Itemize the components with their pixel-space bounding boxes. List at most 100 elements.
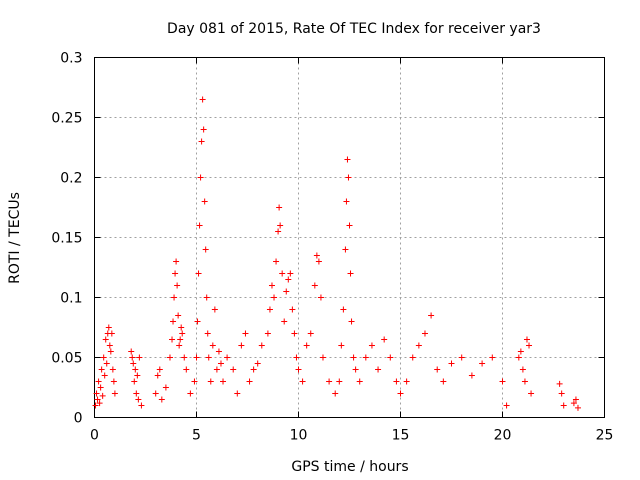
data-point: [207, 378, 214, 385]
x-tick-label: 0: [90, 428, 99, 444]
data-point: [273, 258, 280, 265]
data-point: [211, 306, 218, 313]
data-point: [291, 330, 298, 337]
data-point: [187, 390, 194, 397]
data-point: [213, 366, 220, 373]
data-point: [99, 392, 106, 399]
data-point: [199, 96, 206, 103]
data-point: [100, 354, 107, 361]
data-point: [346, 222, 353, 229]
data-point: [340, 306, 347, 313]
y-tick-label: 0.2: [60, 171, 82, 187]
data-point: [174, 282, 181, 289]
data-point: [170, 318, 177, 325]
data-point: [93, 390, 100, 397]
y-tick-label: 0.25: [51, 111, 82, 127]
data-point: [176, 342, 183, 349]
data-point: [238, 342, 245, 349]
data-point: [315, 258, 322, 265]
data-point: [560, 402, 567, 409]
data-point: [220, 378, 227, 385]
data-point: [215, 348, 222, 355]
data-point: [311, 282, 318, 289]
data-point: [246, 378, 253, 385]
data-point: [108, 330, 115, 337]
data-point: [303, 342, 310, 349]
data-point: [217, 360, 224, 367]
data-point: [285, 276, 292, 283]
data-point: [440, 378, 447, 385]
data-point: [177, 336, 184, 343]
data-point: [158, 396, 165, 403]
data-point: [523, 336, 530, 343]
data-point: [368, 342, 375, 349]
data-point: [558, 390, 565, 397]
data-point: [183, 366, 190, 373]
data-point: [299, 378, 306, 385]
data-point: [258, 342, 265, 349]
data-point: [95, 378, 102, 385]
data-point: [350, 354, 357, 361]
data-point: [489, 354, 496, 361]
chart-title: Day 081 of 2015, Rate Of TEC Index for r…: [167, 21, 541, 37]
data-point: [131, 378, 138, 385]
data-point: [202, 246, 209, 253]
data-point: [275, 228, 282, 235]
data-point: [204, 330, 211, 337]
data-point: [242, 330, 249, 337]
data-point: [332, 390, 339, 397]
data-point: [293, 354, 300, 361]
data-point: [570, 400, 577, 407]
data-point: [209, 342, 216, 349]
data-point: [103, 360, 110, 367]
data-point: [94, 396, 101, 403]
data-point: [234, 390, 241, 397]
y-tick-label: 0.3: [60, 51, 82, 67]
data-point: [519, 366, 526, 373]
data-point: [458, 354, 465, 361]
y-tick-label: 0.05: [51, 351, 82, 367]
x-tick-label: 20: [494, 428, 512, 444]
data-point: [266, 306, 273, 313]
data-point: [106, 342, 113, 349]
data-point: [375, 366, 382, 373]
data-point: [152, 390, 159, 397]
data-point: [295, 366, 302, 373]
data-point: [130, 360, 137, 367]
data-point: [97, 384, 104, 391]
data-point: [428, 312, 435, 319]
data-point: [343, 198, 350, 205]
data-point: [281, 318, 288, 325]
data-point: [92, 402, 99, 409]
data-point: [134, 372, 141, 379]
data-point: [98, 366, 105, 373]
data-point: [179, 330, 186, 337]
data-point: [415, 342, 422, 349]
y-axis-label: ROTI / TECUs: [7, 192, 23, 284]
data-point: [102, 336, 109, 343]
data-point: [347, 270, 354, 277]
data-point: [178, 324, 185, 331]
data-point: [499, 378, 506, 385]
data-point: [409, 354, 416, 361]
data-point: [521, 378, 528, 385]
data-point: [101, 372, 108, 379]
data-point: [250, 366, 257, 373]
data-point: [201, 198, 208, 205]
data-point: [344, 156, 351, 163]
data-point: [448, 360, 455, 367]
data-point: [503, 402, 510, 409]
data-point: [133, 390, 140, 397]
data-point: [517, 348, 524, 355]
data-point: [191, 378, 198, 385]
data-point: [556, 380, 563, 387]
data-point: [96, 400, 103, 407]
y-tick-label: 0: [74, 411, 83, 427]
data-point: [197, 174, 204, 181]
data-point: [313, 252, 320, 259]
data-point: [135, 396, 142, 403]
data-point: [107, 348, 114, 355]
data-point: [277, 222, 284, 229]
data-point: [572, 396, 579, 403]
